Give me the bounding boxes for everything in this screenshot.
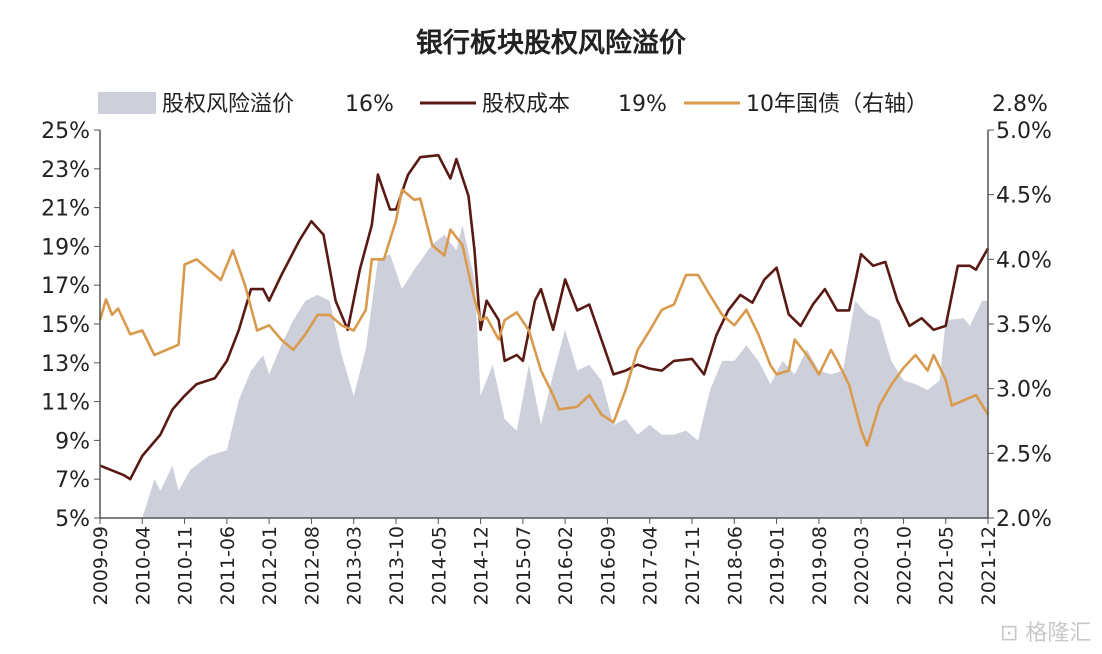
x-tick-label: 2021-05 (936, 526, 958, 605)
legend: 股权风险溢价 16% 股权成本 19% 10年国债（右轴） 2.8% (98, 92, 1048, 117)
x-tick-label: 2019-01 (767, 526, 789, 605)
x-tick-label: 2016-09 (597, 526, 619, 605)
y-right-tick-label: 4.0% (996, 248, 1052, 273)
x-tick-label: 2020-10 (893, 526, 915, 605)
x-tick-label: 2014-05 (428, 526, 450, 605)
y-left-tick-label: 13% (41, 352, 90, 377)
x-tick-label: 2017-11 (682, 526, 704, 605)
y-right-tick-label: 3.0% (996, 378, 1052, 403)
x-tick-label: 2017-04 (640, 526, 662, 605)
y-left-tick-label: 17% (41, 274, 90, 299)
y-left-tick-label: 19% (41, 235, 90, 260)
y-right-tick-label: 2.5% (996, 442, 1052, 467)
chart-title: 银行板块股权风险溢价 (416, 27, 687, 59)
y-left-tick-label: 9% (55, 429, 90, 454)
y-right-tick-label: 5.0% (996, 119, 1052, 144)
series-line-cost (99, 153, 990, 481)
x-tick-label: 2012-01 (259, 526, 281, 605)
x-tick-label: 2019-08 (809, 526, 831, 605)
legend-value-cost: 19% (618, 92, 667, 117)
y-left-tick-label: 21% (41, 197, 90, 222)
x-tick-label: 2010-04 (132, 526, 154, 605)
x-tick-label: 2013-03 (344, 526, 366, 605)
watermark-logo: ⊡ 格隆汇 (1000, 621, 1091, 646)
x-tick-label: 2018-06 (724, 526, 746, 605)
y-left-tick-label: 25% (41, 119, 90, 144)
legend-value-premium: 16% (345, 92, 394, 117)
y-left-tick-label: 7% (55, 468, 90, 493)
x-tick-label: 2013-10 (386, 526, 408, 605)
y-right-tick-label: 3.5% (996, 313, 1052, 338)
x-tick-label: 2011-06 (217, 526, 239, 605)
legend-label-premium: 股权风险溢价 (162, 92, 294, 117)
x-tick-label: 2016-02 (555, 526, 577, 605)
y-left-tick-label: 15% (41, 313, 90, 338)
y-right-tick-label: 2.0% (996, 507, 1052, 532)
legend-label-cost: 股权成本 (482, 92, 570, 117)
y-right-tick-label: 4.5% (996, 184, 1052, 209)
series-area-premium (100, 225, 988, 518)
y-left-tick-label: 11% (41, 391, 90, 416)
x-tick-label: 2015-07 (513, 526, 535, 605)
legend-label-bond: 10年国债（右轴） (746, 92, 928, 117)
x-tick-label: 2010-11 (175, 526, 197, 605)
x-tick-label: 2020-03 (851, 526, 873, 605)
y-left-tick-label: 5% (55, 507, 90, 532)
x-tick-label: 2021-12 (978, 526, 1000, 605)
x-tick-label: 2012-08 (301, 526, 323, 605)
x-tick-label: 2009-09 (90, 526, 112, 605)
series-line-bond (98, 188, 990, 447)
legend-value-bond: 2.8% (992, 92, 1048, 117)
x-tick-label: 2014-12 (471, 526, 493, 605)
y-left-tick-label: 23% (41, 158, 90, 183)
legend-swatch-premium (98, 92, 156, 114)
